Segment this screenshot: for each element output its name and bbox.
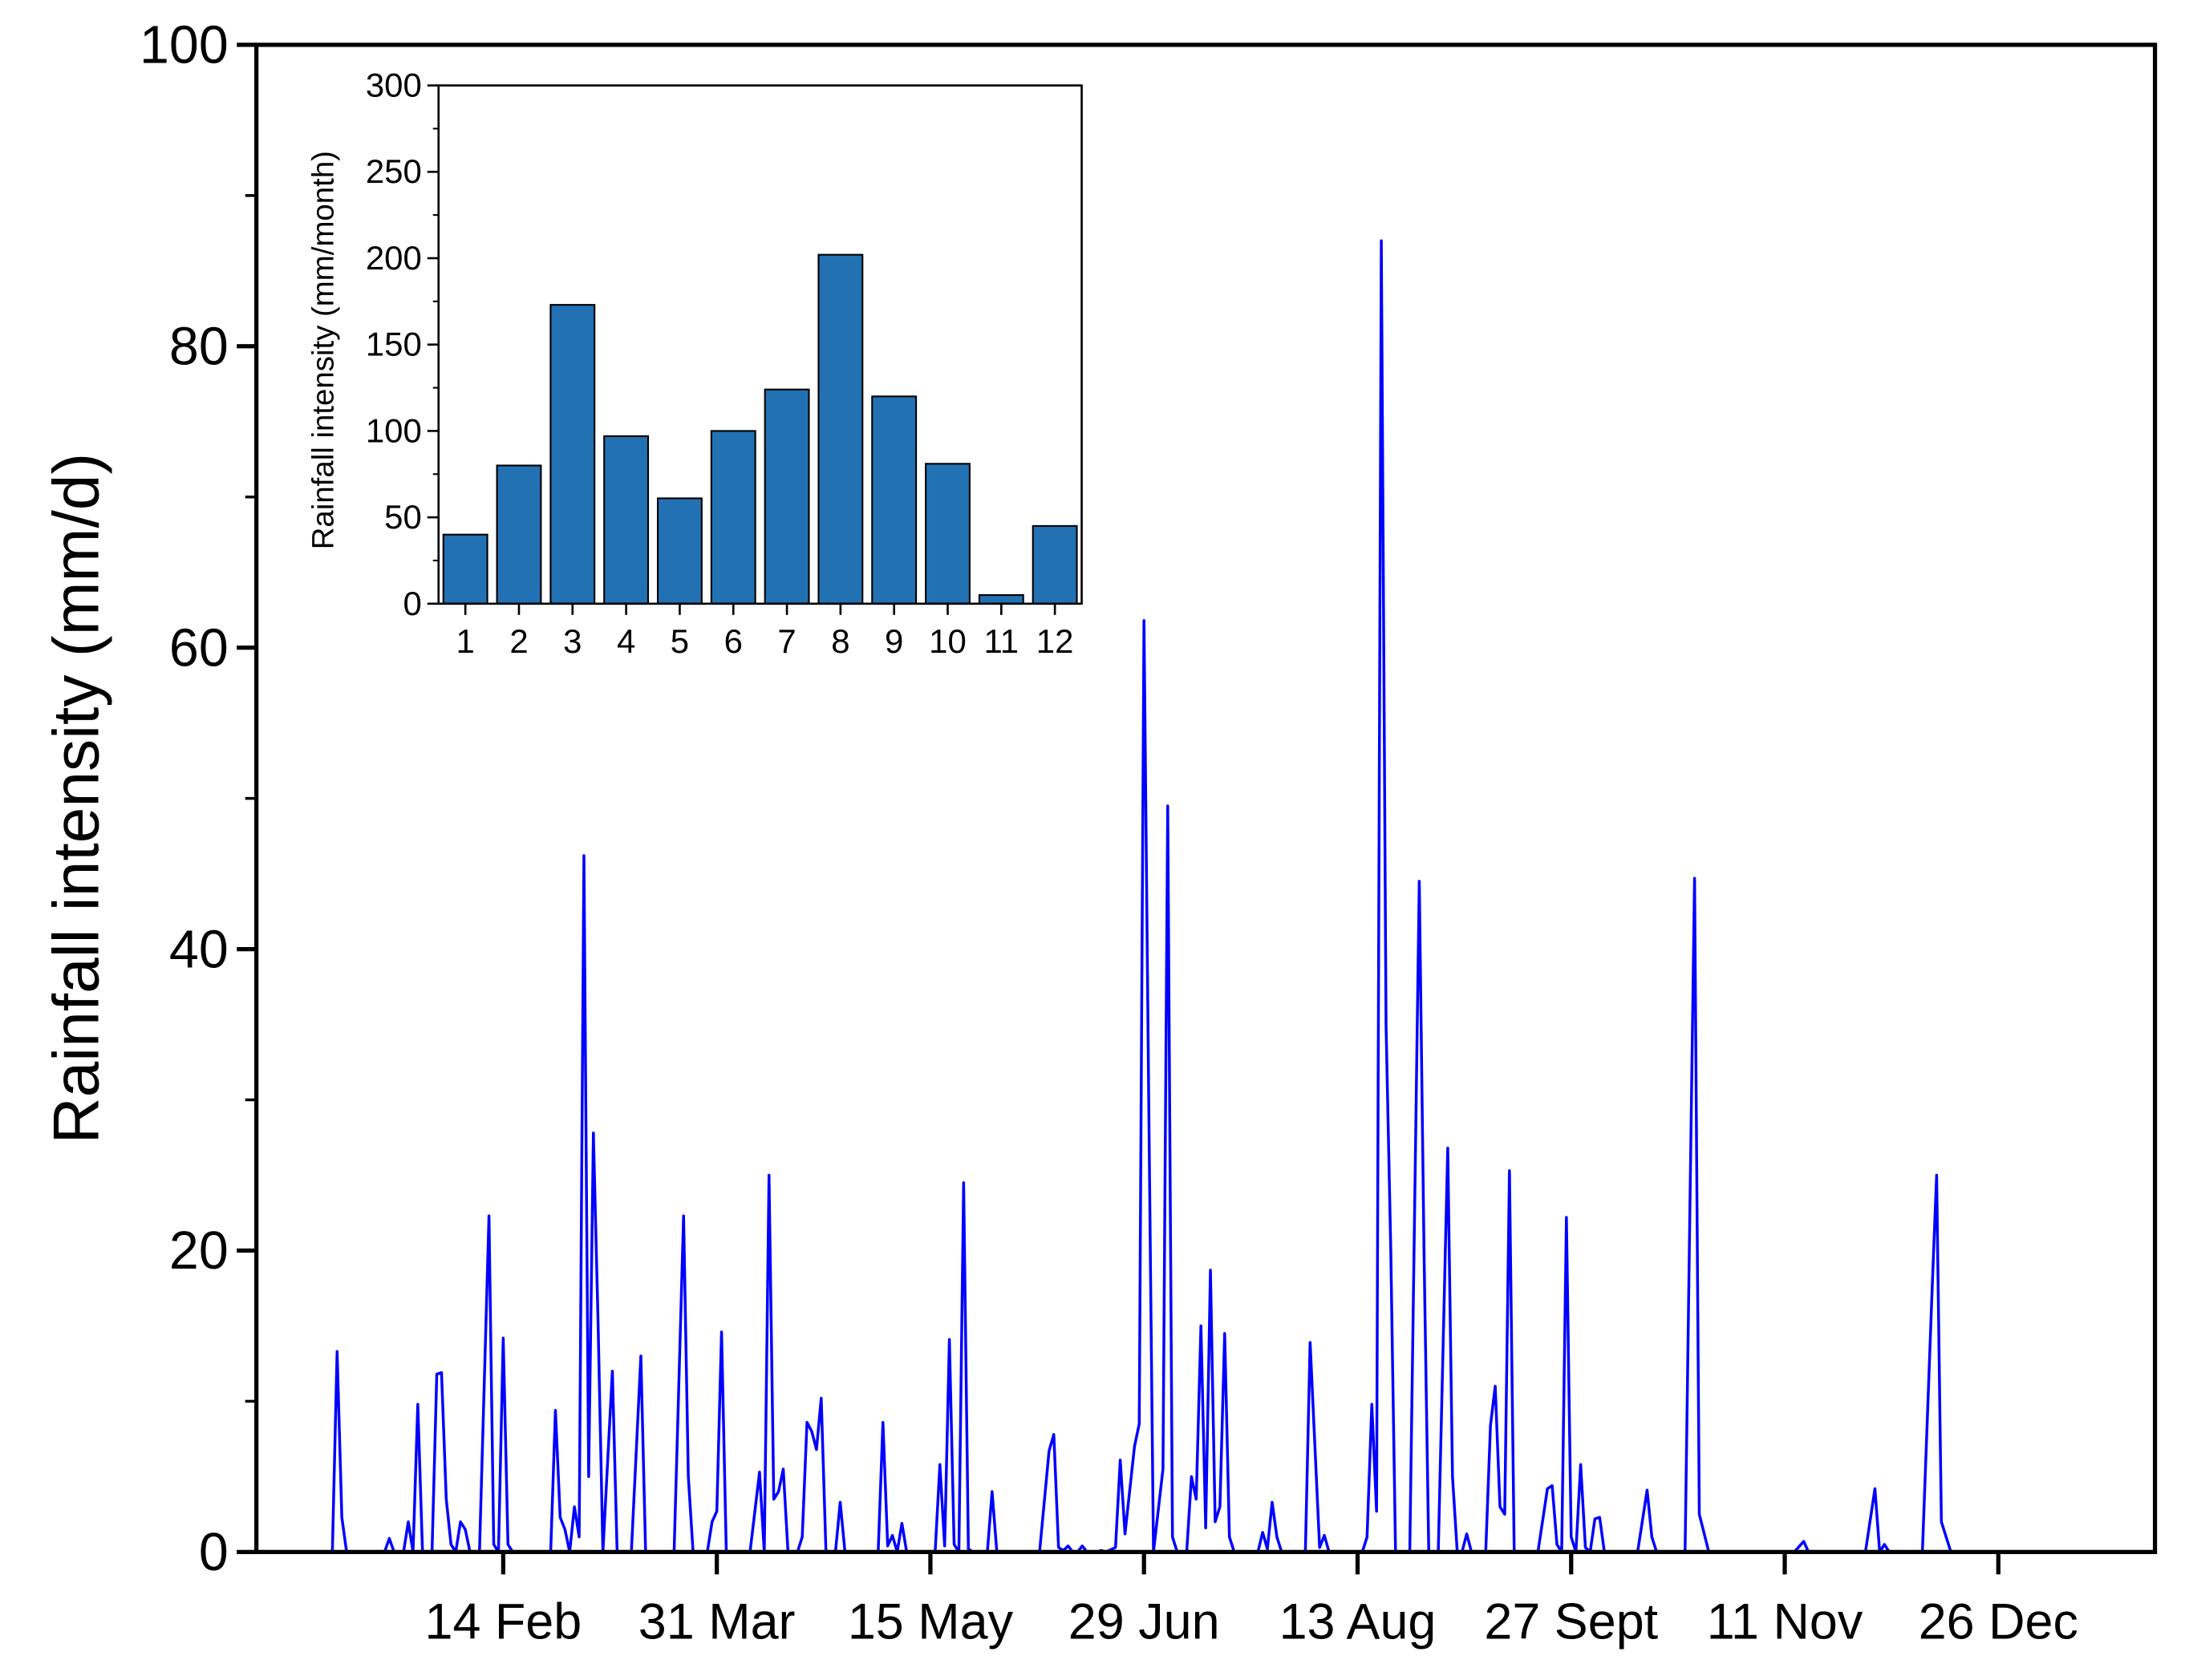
x-tick-label: 31 Mar [638, 1594, 796, 1650]
y-tick-label: 150 [366, 326, 422, 363]
rainfall-line [330, 239, 2022, 1554]
x-tick-label: 29 Jun [1068, 1594, 1220, 1650]
y-axis-title: Rainfall intensity (mm/d) [40, 453, 112, 1144]
x-tick-label: 27 Sept [1484, 1594, 1658, 1650]
bar [871, 395, 918, 605]
x-tick-label: 4 [617, 622, 635, 660]
x-tick-label: 15 May [848, 1594, 1014, 1650]
bar [817, 253, 864, 605]
bar [978, 594, 1024, 605]
y-tick-label: 80 [169, 317, 229, 376]
x-tick-label: 11 [984, 622, 1019, 660]
bar [764, 388, 810, 605]
x-tick-label: 6 [724, 622, 743, 660]
x-tick-label: 5 [671, 622, 689, 660]
bar [442, 533, 488, 605]
x-tick-label: 26 Dec [1919, 1594, 2078, 1650]
y-tick-label: 100 [140, 16, 229, 75]
x-tick-label: 10 [929, 622, 967, 660]
x-tick-label: 12 [1036, 622, 1074, 660]
y-tick-label: 300 [366, 67, 422, 104]
inset-y-axis-title: Rainfall intensity (mm/month) [306, 151, 341, 549]
x-tick-label: 7 [777, 622, 796, 660]
x-tick-label: 9 [885, 622, 903, 660]
x-tick-label: 1 [456, 622, 475, 660]
bar [496, 464, 542, 605]
x-tick-label: 8 [831, 622, 849, 660]
bar [603, 435, 650, 605]
x-tick-label: 3 [563, 622, 582, 660]
y-tick-label: 0 [403, 585, 421, 622]
bar [925, 463, 971, 605]
bar [1032, 524, 1078, 605]
x-tick-label: 2 [509, 622, 528, 660]
bar [710, 430, 756, 605]
y-tick-label: 0 [199, 1523, 229, 1582]
inset-background [438, 85, 1082, 604]
x-tick-label: 14 Feb [424, 1594, 582, 1650]
y-tick-label: 50 [384, 498, 422, 536]
x-tick-label: 13 Aug [1279, 1594, 1437, 1650]
bar [656, 497, 703, 605]
y-tick-label: 100 [366, 411, 422, 449]
x-tick-label: 11 Nov [1707, 1594, 1863, 1650]
bar [549, 304, 596, 605]
y-tick-label: 40 [169, 920, 229, 979]
y-tick-label: 250 [366, 152, 422, 190]
y-tick-label: 20 [169, 1221, 229, 1281]
y-tick-label: 200 [366, 239, 422, 277]
y-tick-label: 60 [169, 618, 229, 678]
